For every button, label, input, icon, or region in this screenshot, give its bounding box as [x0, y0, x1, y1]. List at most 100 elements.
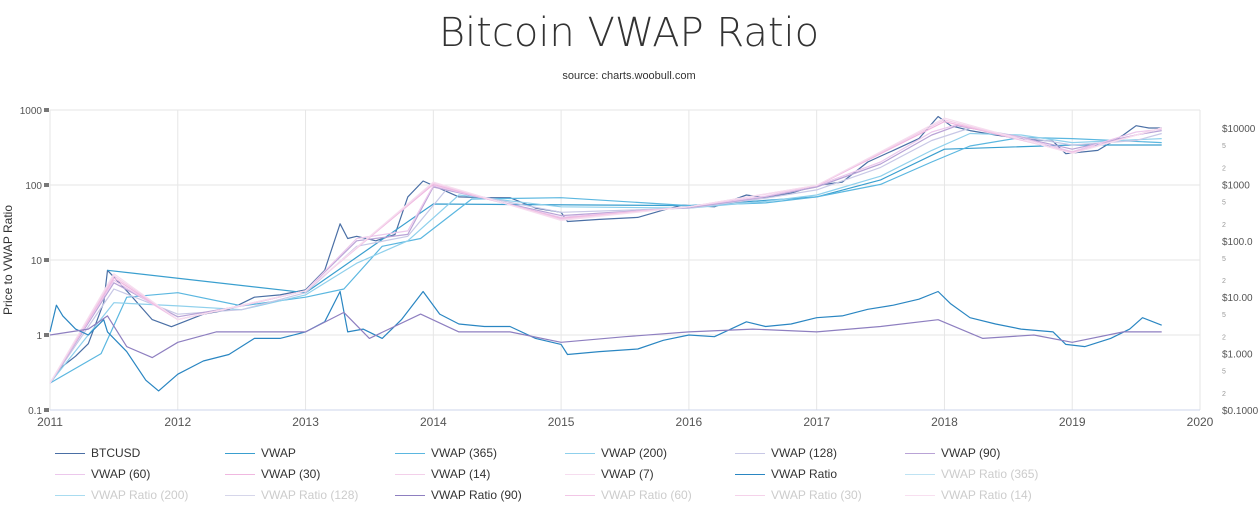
legend-label: VWAP Ratio (200)	[91, 488, 189, 502]
series-line-vwap-128-	[49, 127, 1162, 384]
legend-label: VWAP Ratio (60)	[601, 488, 692, 502]
y-tick-mark	[44, 258, 49, 262]
price-minor-tick: 2	[1222, 278, 1226, 285]
y-axis-label: Price to VWAP Ratio	[1, 205, 15, 315]
legend-label: VWAP Ratio (365)	[941, 467, 1039, 481]
legend-item[interactable]: VWAP (128)	[735, 446, 837, 460]
x-tick-label: 2017	[803, 415, 830, 429]
legend-item[interactable]: VWAP	[225, 446, 296, 460]
series-line-vwap-90-	[49, 125, 1162, 384]
y-tick-mark	[44, 333, 49, 337]
series-line-vwap-ratio	[49, 290, 1162, 392]
legend-swatch	[55, 495, 85, 497]
legend-item[interactable]: VWAP Ratio (90)	[395, 488, 522, 502]
x-tick-label: 2019	[1059, 415, 1086, 429]
chart-plot: 2011 2012 2013 2014 2015 2016 2017 2018 2019 2020…	[1, 106, 1258, 429]
legend-item[interactable]: VWAP Ratio (60)	[565, 488, 692, 502]
legend-label: VWAP	[261, 446, 296, 460]
legend-item[interactable]: VWAP (60)	[55, 467, 150, 481]
legend-item[interactable]: VWAP Ratio (14)	[905, 488, 1032, 502]
series-line-vwap-60-	[49, 123, 1162, 384]
legend-item[interactable]: VWAP Ratio (365)	[905, 467, 1038, 481]
legend-item[interactable]: VWAP (14)	[395, 467, 490, 481]
legend-item[interactable]: VWAP (30)	[225, 467, 320, 481]
legend-swatch	[225, 495, 255, 497]
legend-item[interactable]: VWAP (7)	[565, 467, 654, 481]
y-tick-label: 1	[36, 331, 42, 342]
legend-swatch	[565, 474, 595, 476]
legend-swatch	[225, 453, 255, 455]
series-line-vwap-7-	[49, 117, 1162, 384]
legend-label: VWAP (90)	[941, 446, 1001, 460]
legend-label: VWAP (200)	[601, 446, 668, 460]
series-line-vwap-365-	[49, 136, 1162, 384]
legend-swatch	[565, 495, 595, 497]
price-minor-tick: 2	[1222, 165, 1226, 172]
legend-item[interactable]: VWAP (200)	[565, 446, 667, 460]
price-tick-label: $10.00	[1222, 293, 1253, 304]
x-tick-label: 2013	[292, 415, 319, 429]
y-tick-mark	[44, 108, 49, 112]
legend-item[interactable]: VWAP (90)	[905, 446, 1000, 460]
legend-swatch	[225, 474, 255, 476]
legend-item[interactable]: VWAP Ratio	[735, 467, 837, 481]
price-minor-tick: 5	[1222, 143, 1226, 150]
legend-swatch	[905, 495, 935, 497]
series-lines	[49, 115, 1162, 392]
x-tick-label: 2020	[1187, 415, 1214, 429]
legend-item[interactable]: VWAP (365)	[395, 446, 497, 460]
legend-label: VWAP (7)	[601, 467, 654, 481]
price-tick-label: $1000	[1222, 180, 1250, 191]
legend-item[interactable]: VWAP Ratio (200)	[55, 488, 188, 502]
legend-label: VWAP Ratio (30)	[771, 488, 862, 502]
series-line-vwap-14-	[49, 119, 1162, 384]
y-tick-label: 0.1	[28, 406, 42, 417]
x-tick-label: 2018	[931, 415, 958, 429]
chart-title: Bitcoin VWAP Ratio	[438, 10, 820, 56]
x-tick-label: 2016	[676, 415, 703, 429]
legend-swatch	[565, 453, 595, 455]
price-tick-label: $1.000	[1222, 350, 1253, 361]
legend-swatch	[55, 474, 85, 476]
legend-swatch	[735, 474, 765, 476]
legend-label: VWAP (30)	[261, 467, 321, 481]
legend-swatch	[735, 453, 765, 455]
axis-ticks: 2011 2012 2013 2014 2015 2016 2017 2018 2019 2020…	[20, 106, 1258, 429]
legend-label: VWAP Ratio (14)	[941, 488, 1032, 502]
legend-label: VWAP (365)	[431, 446, 498, 460]
legend-label: VWAP (14)	[431, 467, 491, 481]
series-line-btcusd	[49, 115, 1162, 384]
price-minor-tick: 2	[1222, 335, 1226, 342]
price-minor-tick: 5	[1222, 256, 1226, 263]
legend-label: VWAP (60)	[91, 467, 151, 481]
y-tick-mark	[44, 183, 49, 187]
series-line-vwap-ratio-90-	[49, 311, 1162, 359]
y-tick-mark	[44, 408, 49, 412]
legend-swatch	[55, 453, 85, 455]
price-minor-tick: 5	[1222, 369, 1226, 376]
legend-label: VWAP Ratio (128)	[261, 488, 359, 502]
y-tick-label: 1000	[20, 106, 43, 117]
x-tick-label: 2011	[37, 415, 63, 429]
legend-swatch	[905, 453, 935, 455]
price-minor-tick: 5	[1222, 312, 1226, 319]
price-minor-tick: 2	[1222, 222, 1226, 229]
legend-swatch	[395, 453, 425, 455]
legend-item[interactable]: VWAP Ratio (128)	[225, 488, 358, 502]
series-line-vwap-200-	[49, 132, 1162, 384]
price-tick-label: $10000	[1222, 124, 1256, 135]
price-tick-label: $0.1000	[1222, 406, 1258, 417]
y-tick-label: 100	[25, 181, 42, 192]
x-tick-label: 2015	[548, 415, 575, 429]
price-minor-tick: 5	[1222, 199, 1226, 206]
legend-label: VWAP Ratio (90)	[431, 488, 522, 502]
legend-label: VWAP Ratio	[771, 467, 838, 481]
series-line-vwap-30-	[49, 120, 1162, 384]
legend-item[interactable]: BTCUSD	[55, 446, 140, 460]
price-tick-label: $100.0	[1222, 237, 1253, 248]
legend-swatch	[395, 474, 425, 476]
price-minor-tick: 2	[1222, 391, 1226, 398]
legend-item[interactable]: VWAP Ratio (30)	[735, 488, 862, 502]
chart-subtitle: source: charts.woobull.com	[562, 70, 696, 82]
legend-swatch	[395, 495, 425, 497]
